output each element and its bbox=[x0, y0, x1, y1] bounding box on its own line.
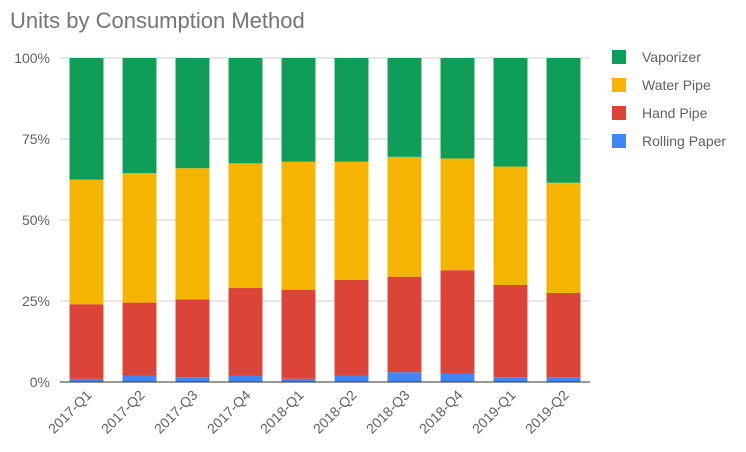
x-tick-label: 2017-Q1 bbox=[45, 387, 95, 437]
bar-water-pipe bbox=[228, 163, 263, 289]
bar-rolling-paper bbox=[175, 377, 210, 382]
y-tick-label: 100% bbox=[14, 50, 50, 66]
legend-swatch bbox=[612, 78, 626, 92]
bar-hand-pipe bbox=[122, 302, 157, 376]
bar-vaporizer bbox=[387, 58, 422, 157]
x-tick-label: 2018-Q4 bbox=[416, 387, 466, 437]
x-tick-label: 2017-Q3 bbox=[151, 387, 201, 437]
bar-water-pipe bbox=[175, 168, 210, 300]
bar-water-pipe bbox=[122, 173, 157, 303]
bar-vaporizer bbox=[122, 58, 157, 174]
bar-vaporizer bbox=[228, 58, 263, 164]
bar-rolling-paper bbox=[122, 375, 157, 382]
x-axis-ticks: 2017-Q1 2017-Q2 2017-Q3 2017-Q4 2018-Q1 2018-… bbox=[45, 387, 572, 437]
bar-hand-pipe bbox=[228, 288, 263, 376]
bar-rolling-paper bbox=[440, 373, 475, 382]
legend-swatch bbox=[612, 50, 626, 64]
bar-water-pipe bbox=[387, 156, 422, 277]
bar-hand-pipe bbox=[546, 292, 581, 378]
y-tick-label: 25% bbox=[22, 293, 50, 309]
bar-rolling-paper bbox=[69, 378, 104, 382]
bar-water-pipe bbox=[334, 161, 369, 280]
bar-vaporizer bbox=[175, 58, 210, 169]
bar-hand-pipe bbox=[334, 279, 369, 376]
bar-hand-pipe bbox=[387, 276, 422, 373]
x-tick-label: 2017-Q4 bbox=[204, 387, 254, 437]
legend-swatch bbox=[612, 134, 626, 148]
bar-rolling-paper bbox=[493, 377, 528, 382]
bar-hand-pipe bbox=[281, 289, 316, 379]
y-tick-label: 75% bbox=[22, 131, 50, 147]
bar-water-pipe bbox=[69, 179, 104, 305]
bar-rolling-paper bbox=[546, 377, 581, 382]
y-tick-label: 0% bbox=[30, 374, 50, 390]
bar-vaporizer bbox=[440, 58, 475, 159]
x-tick-label: 2017-Q2 bbox=[98, 387, 148, 437]
legend-label: Vaporizer bbox=[642, 49, 701, 65]
legend-label: Rolling Paper bbox=[642, 133, 726, 149]
bar-rolling-paper bbox=[281, 378, 316, 382]
bar-hand-pipe bbox=[175, 299, 210, 378]
x-tick-label: 2019-Q1 bbox=[469, 387, 519, 437]
legend-swatch bbox=[612, 106, 626, 120]
bar-water-pipe bbox=[546, 182, 581, 293]
bar-rolling-paper bbox=[334, 375, 369, 382]
legend-label: Hand Pipe bbox=[642, 105, 708, 121]
y-axis-ticks: 0% 25% 50% 75% 100% bbox=[14, 50, 50, 390]
bar-hand-pipe bbox=[69, 304, 104, 379]
bar-vaporizer bbox=[493, 58, 528, 167]
legend-label: Water Pipe bbox=[642, 77, 711, 93]
bar-water-pipe bbox=[281, 161, 316, 290]
bar-rolling-paper bbox=[228, 375, 263, 382]
bar-water-pipe bbox=[493, 166, 528, 285]
x-tick-label: 2018-Q3 bbox=[363, 387, 413, 437]
bar-water-pipe bbox=[440, 158, 475, 271]
chart-title: Units by Consumption Method bbox=[10, 8, 305, 33]
bar-hand-pipe bbox=[493, 284, 528, 378]
legend: Vaporizer Water Pipe Hand Pipe Rolling Pape… bbox=[612, 49, 726, 149]
bars bbox=[69, 58, 581, 382]
x-tick-label: 2019-Q2 bbox=[522, 387, 572, 437]
y-tick-label: 50% bbox=[22, 212, 50, 228]
bar-rolling-paper bbox=[387, 372, 422, 382]
x-tick-label: 2018-Q2 bbox=[310, 387, 360, 437]
bar-vaporizer bbox=[546, 58, 581, 183]
x-tick-label: 2018-Q1 bbox=[257, 387, 307, 437]
bar-vaporizer bbox=[334, 58, 369, 162]
bar-hand-pipe bbox=[440, 270, 475, 374]
bar-vaporizer bbox=[69, 58, 104, 180]
bar-vaporizer bbox=[281, 58, 316, 162]
